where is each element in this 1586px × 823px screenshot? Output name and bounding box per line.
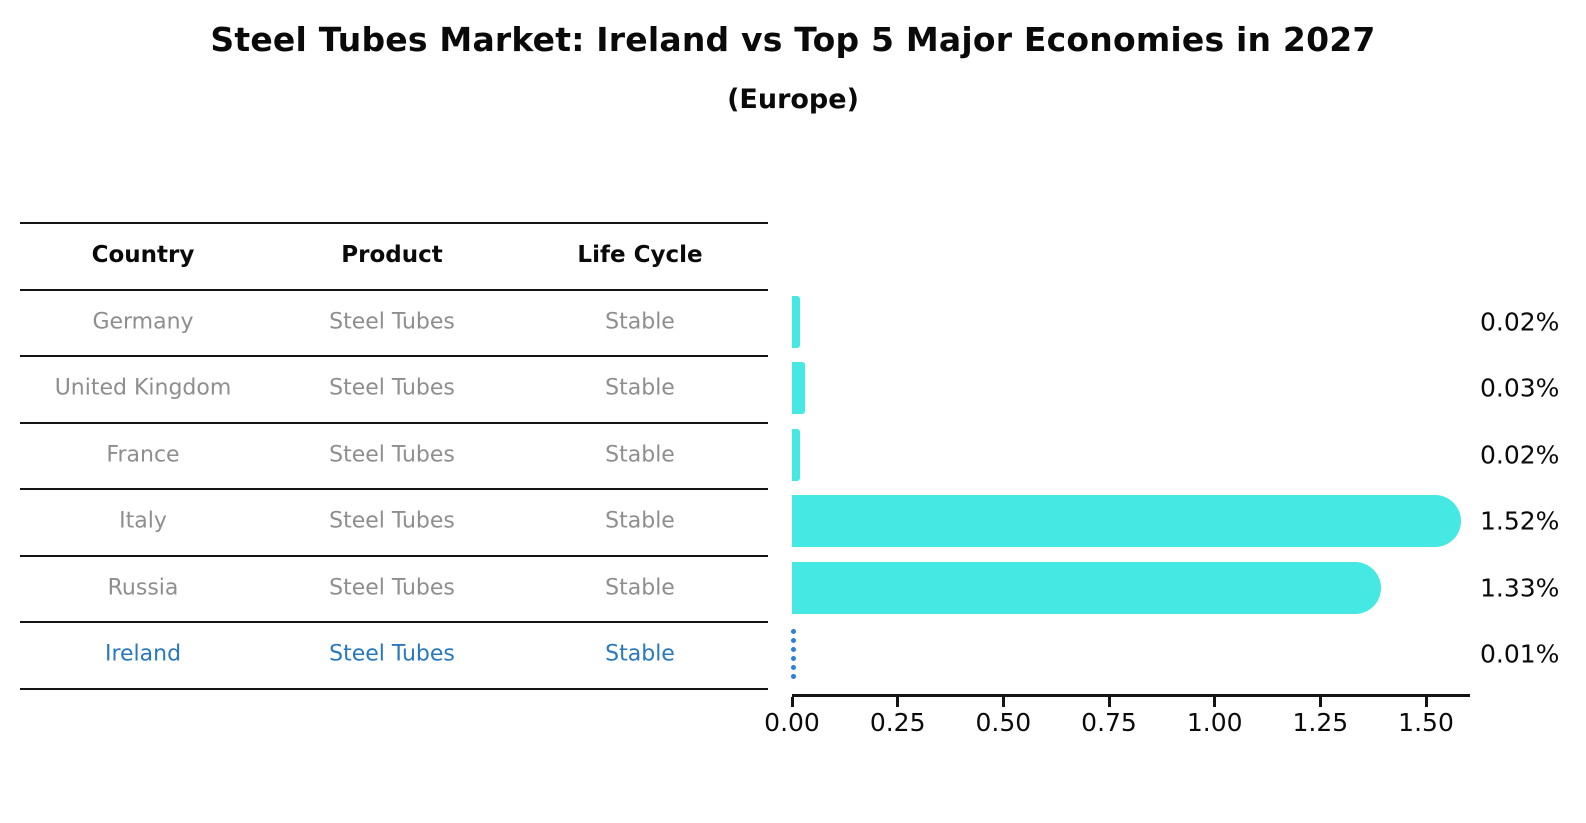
value-label-ireland: 0.01% bbox=[1480, 639, 1560, 669]
cell-country-france: France bbox=[106, 442, 180, 467]
cell-product-italy: Steel Tubes bbox=[329, 508, 455, 534]
value-label-france: 0.02% bbox=[1480, 440, 1560, 469]
cell-product-united-kingdom: Steel Tubes bbox=[329, 375, 455, 401]
chart-subtitle: (Europe) bbox=[727, 84, 859, 115]
cell-country-italy: Italy bbox=[119, 508, 167, 534]
table-rule bbox=[20, 687, 768, 690]
bar-russia bbox=[792, 561, 1381, 614]
bar-united-kingdom bbox=[792, 362, 805, 414]
x-axis-tick bbox=[896, 697, 900, 707]
cell-country-russia: Russia bbox=[107, 575, 179, 600]
bar-france bbox=[792, 428, 801, 481]
cell-life-cycle-united-kingdom: Stable bbox=[605, 375, 675, 401]
value-label-united-kingdom: 0.03% bbox=[1480, 373, 1560, 403]
cell-life-cycle-italy: Stable bbox=[605, 508, 675, 534]
x-axis-tick bbox=[1107, 697, 1111, 707]
x-axis-ticklabel-0.25: 0.25 bbox=[869, 708, 926, 737]
x-axis-tick bbox=[1318, 697, 1322, 707]
table-rule bbox=[20, 355, 768, 357]
bar-germany bbox=[792, 295, 801, 348]
x-axis-tick bbox=[1001, 697, 1005, 707]
cell-life-cycle-germany: Stable bbox=[605, 309, 675, 334]
table-rule bbox=[20, 488, 768, 490]
x-axis-ticklabel-0.75: 0.75 bbox=[1081, 708, 1137, 737]
x-axis-tick bbox=[1424, 697, 1428, 707]
x-axis-ticklabel-0.50: 0.50 bbox=[975, 708, 1032, 737]
cell-country-germany: Germany bbox=[92, 309, 194, 334]
x-axis-ticklabel-0.00: 0.00 bbox=[764, 708, 820, 737]
x-axis-line bbox=[792, 694, 1470, 697]
value-label-italy: 1.52% bbox=[1480, 506, 1560, 536]
table-rule bbox=[20, 288, 768, 291]
cell-life-cycle-ireland: Stable bbox=[605, 641, 675, 667]
table-rule bbox=[20, 621, 768, 623]
x-axis-ticklabel-1.25: 1.25 bbox=[1292, 708, 1349, 737]
table-header-life-cycle: Life Cycle bbox=[577, 242, 703, 268]
table-rule bbox=[20, 554, 768, 557]
cell-product-germany: Steel Tubes bbox=[329, 309, 455, 334]
table-header-product: Product bbox=[341, 242, 443, 268]
table-rule bbox=[20, 421, 768, 424]
cell-country-ireland: Ireland bbox=[104, 641, 182, 667]
bar-ireland bbox=[791, 629, 796, 679]
table-header-country: Country bbox=[91, 242, 195, 268]
cell-product-russia: Steel Tubes bbox=[329, 575, 455, 600]
x-axis-ticklabel-1.50: 1.50 bbox=[1398, 708, 1454, 737]
x-axis-ticklabel-1.00: 1.00 bbox=[1186, 708, 1243, 737]
table-rule bbox=[20, 222, 768, 224]
x-axis-tick bbox=[1213, 697, 1217, 707]
cell-product-ireland: Steel Tubes bbox=[329, 641, 455, 667]
cell-life-cycle-russia: Stable bbox=[605, 575, 675, 600]
cell-product-france: Steel Tubes bbox=[329, 442, 455, 467]
chart-title: Steel Tubes Market: Ireland vs Top 5 Maj… bbox=[210, 20, 1376, 59]
cell-country-united-kingdom: United Kingdom bbox=[54, 375, 232, 401]
x-axis-tick bbox=[790, 697, 794, 707]
cell-life-cycle-france: Stable bbox=[605, 442, 675, 467]
bar-italy bbox=[792, 495, 1461, 547]
value-label-russia: 1.33% bbox=[1480, 573, 1560, 602]
value-label-germany: 0.02% bbox=[1480, 307, 1560, 336]
